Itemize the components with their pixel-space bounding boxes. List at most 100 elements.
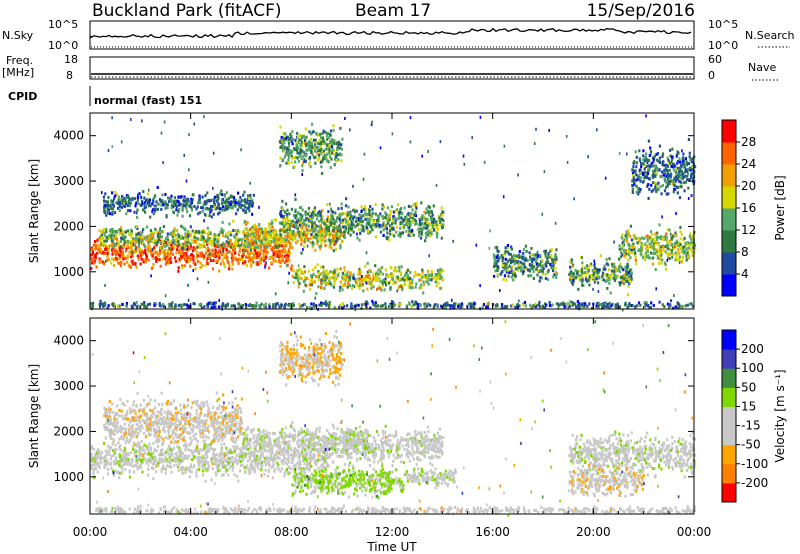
power-echo-cell bbox=[341, 276, 344, 280]
power-echo-cell bbox=[243, 234, 247, 238]
power-echo-cell bbox=[376, 287, 379, 291]
power-echo-cell bbox=[181, 266, 184, 270]
power-echo-cell bbox=[197, 254, 200, 258]
power-echo-cell bbox=[111, 245, 114, 249]
power-echo-cell bbox=[229, 245, 233, 249]
power-echo-cell bbox=[389, 286, 392, 290]
power-echo-cell bbox=[321, 230, 324, 234]
power-echo-cell bbox=[318, 234, 321, 237]
power-echo-cell bbox=[319, 224, 322, 228]
power-echo-cell bbox=[639, 172, 642, 176]
power-echo-cell bbox=[531, 260, 534, 264]
power-echo-cell bbox=[634, 255, 637, 259]
power-echo-cell bbox=[335, 227, 338, 230]
power-echo-cell bbox=[440, 304, 443, 308]
power-echo-cell bbox=[691, 241, 694, 245]
power-echo-cell bbox=[187, 233, 190, 237]
power-echo-cell bbox=[690, 172, 693, 176]
power-echo-cell bbox=[268, 303, 271, 307]
power-echo-cell bbox=[545, 261, 548, 265]
power-echo-cell bbox=[193, 240, 196, 243]
power-echo-cell bbox=[597, 275, 600, 279]
power-echo-cell bbox=[119, 254, 122, 258]
power-echo-cell bbox=[92, 253, 95, 257]
power-echo-cell bbox=[310, 302, 313, 306]
power-echo-cell bbox=[447, 303, 450, 307]
power-echo-cell bbox=[632, 242, 635, 246]
power-echo-cell bbox=[321, 236, 324, 240]
power-echo-cell bbox=[660, 251, 663, 255]
power-echo-cell bbox=[668, 182, 671, 186]
power-echo-cell bbox=[382, 217, 385, 221]
power-echo-cell bbox=[646, 234, 649, 238]
power-echo-cell bbox=[309, 148, 312, 152]
power-echo-cell bbox=[343, 266, 346, 270]
power-echo-cell bbox=[270, 261, 273, 265]
power-echo-cell bbox=[104, 203, 107, 207]
power-echo-cell bbox=[585, 267, 588, 270]
power-echo-cell bbox=[177, 243, 181, 247]
power-echo-cell bbox=[106, 204, 109, 208]
power-echo-cell bbox=[349, 278, 352, 282]
power-echo-cell bbox=[345, 221, 348, 225]
power-echo-cell bbox=[311, 225, 314, 229]
power-echo-cell bbox=[347, 281, 350, 285]
power-echo-cell bbox=[293, 147, 296, 151]
power-echo-cell bbox=[389, 212, 392, 216]
power-echo-cell bbox=[227, 239, 231, 243]
power-echo-cell bbox=[394, 268, 397, 271]
power-echo-cell bbox=[142, 227, 145, 231]
power-echo-cell bbox=[619, 264, 622, 268]
power-echo-cell bbox=[146, 192, 150, 196]
power-echo-cell bbox=[410, 283, 413, 287]
power-echo-cell bbox=[331, 210, 335, 214]
power-echo-cell bbox=[680, 176, 683, 180]
power-echo-cell bbox=[331, 271, 334, 275]
power-echo-cell bbox=[250, 234, 253, 238]
power-echo-cell bbox=[688, 155, 691, 159]
power-echo-cell bbox=[139, 251, 142, 254]
power-echo-cell bbox=[171, 247, 174, 251]
power-echo-cell bbox=[686, 178, 689, 182]
power-echo-cell bbox=[91, 305, 94, 308]
power-echo-cell bbox=[690, 160, 693, 164]
power-echo-cell bbox=[310, 274, 313, 278]
power-echo-cell bbox=[621, 279, 624, 283]
power-echo-cell bbox=[114, 253, 117, 257]
power-echo-cell bbox=[303, 231, 306, 235]
power-echo-cell bbox=[689, 232, 692, 236]
power-echo-cell bbox=[572, 274, 575, 278]
power-echo-cell bbox=[245, 306, 248, 310]
power-echo-cell bbox=[210, 208, 213, 212]
power-echo-cell bbox=[320, 228, 324, 232]
power-echo-cell bbox=[244, 247, 247, 251]
power-echo-cell bbox=[645, 301, 648, 305]
power-echo-cell bbox=[568, 302, 571, 306]
power-echo-cell bbox=[190, 202, 193, 206]
power-echo-cell bbox=[210, 243, 213, 247]
power-echo-cell bbox=[607, 263, 610, 267]
power-echo-cell bbox=[256, 250, 259, 254]
power-echo-cell bbox=[318, 245, 321, 248]
power-echo-cell bbox=[547, 261, 550, 265]
power-echo-cell bbox=[341, 226, 344, 230]
power-echo-cell bbox=[245, 264, 248, 268]
power-echo-cell bbox=[313, 221, 316, 225]
power-echo-cell bbox=[288, 228, 291, 232]
power-echo-cell bbox=[168, 247, 171, 250]
power-echo-cell bbox=[155, 243, 158, 247]
power-echo-cell bbox=[295, 214, 298, 218]
power-echo-cell bbox=[674, 179, 677, 183]
power-echo-cell bbox=[684, 251, 687, 255]
power-echo-cell bbox=[371, 207, 374, 211]
power-echo-cell bbox=[121, 194, 124, 198]
power-echo-cell bbox=[371, 218, 374, 222]
power-echo-cell bbox=[176, 248, 179, 252]
power-echo-cell bbox=[501, 303, 504, 306]
power-echo-cell bbox=[222, 304, 225, 308]
power-echo-cell bbox=[269, 235, 272, 239]
power-echo-cell bbox=[270, 255, 273, 259]
power-echo-cell bbox=[141, 202, 144, 206]
power-echo-cell bbox=[147, 248, 150, 251]
power-echo-cell bbox=[210, 259, 213, 263]
